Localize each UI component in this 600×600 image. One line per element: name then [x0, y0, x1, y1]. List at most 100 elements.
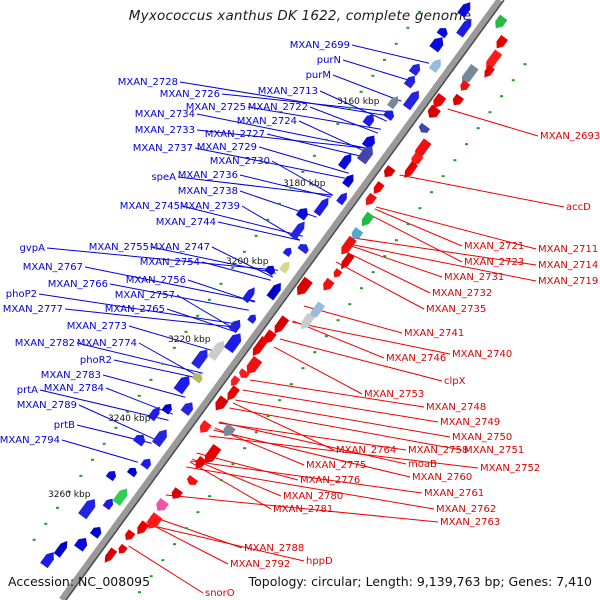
- gene-label-right[interactable]: snorO: [205, 588, 235, 599]
- gene-label-right[interactable]: MXAN_2751: [464, 445, 524, 456]
- gene-forward-shape: [436, 28, 448, 39]
- gene-label-right[interactable]: MXAN_2752: [480, 463, 540, 474]
- gene-label-left[interactable]: MXAN_2737: [133, 143, 193, 154]
- gene-label-left[interactable]: MXAN_2724: [237, 116, 297, 127]
- gene-label-left[interactable]: MXAN_2727: [205, 129, 265, 140]
- scale-tick: [266, 218, 270, 221]
- gene-label-right[interactable]: MXAN_2781: [273, 504, 333, 515]
- gene-label-left[interactable]: MXAN_2728: [118, 77, 178, 88]
- gene-reverse-shape: [460, 80, 471, 91]
- gene-label-right[interactable]: MXAN_2780: [283, 491, 343, 502]
- gene-label-right[interactable]: moaB: [408, 459, 437, 470]
- scale-tick: [324, 335, 328, 338]
- scale-tick: [219, 282, 223, 285]
- gene-label-left[interactable]: MXAN_2754: [140, 257, 200, 268]
- scale-tick: [207, 298, 211, 301]
- gene-label-left[interactable]: prtB: [54, 420, 75, 431]
- gene-label-right[interactable]: MXAN_2732: [432, 288, 492, 299]
- gene-label-left[interactable]: MXAN_2783: [41, 370, 101, 381]
- gene-label-right[interactable]: MXAN_2760: [412, 472, 472, 483]
- gene-label-left[interactable]: MXAN_2713: [258, 86, 318, 97]
- gene-label-left[interactable]: MXAN_2725: [186, 102, 246, 113]
- gene-label-left[interactable]: MXAN_2722: [248, 102, 308, 113]
- gene-label-right[interactable]: MXAN_2750: [452, 432, 512, 443]
- gene-label-right[interactable]: MXAN_2763: [440, 517, 500, 528]
- leader-line-right: [242, 389, 439, 423]
- gene-label-right[interactable]: MXAN_2723: [464, 257, 524, 268]
- gene-label-left[interactable]: MXAN_2794: [0, 435, 60, 446]
- gene-label-right[interactable]: MXAN_2719: [538, 276, 598, 287]
- scale-tick: [114, 426, 118, 429]
- gene-label-right[interactable]: MXAN_2761: [424, 488, 484, 499]
- gene-label-right[interactable]: MXAN_2711: [538, 244, 598, 255]
- gene-label-left[interactable]: MXAN_2773: [67, 321, 127, 332]
- gene-label-left[interactable]: MXAN_2730: [210, 156, 270, 167]
- gene-label-right[interactable]: MXAN_2776: [300, 475, 360, 486]
- gene-label-right[interactable]: MXAN_2764: [336, 445, 396, 456]
- gene-label-left[interactable]: phoP2: [6, 289, 37, 300]
- gene-label-right[interactable]: MXAN_2748: [426, 402, 486, 413]
- leader-line-right: [219, 421, 407, 465]
- gene-label-left[interactable]: MXAN_2782: [15, 338, 75, 349]
- gene-label-right[interactable]: MXAN_2741: [404, 328, 464, 339]
- gene-label-left[interactable]: prtA: [17, 385, 38, 396]
- gene-label-left[interactable]: MXAN_2736: [178, 170, 238, 181]
- gene-label-right[interactable]: clpX: [444, 376, 466, 387]
- gene-reverse-shape: [333, 268, 343, 278]
- gene-label-left[interactable]: MXAN_2747: [150, 242, 210, 253]
- gene-label-left[interactable]: MXAN_2733: [135, 125, 195, 136]
- gene-label-left[interactable]: MXAN_2744: [156, 217, 216, 228]
- gene-label-left[interactable]: MXAN_2738: [178, 186, 238, 197]
- gene-label-right[interactable]: MXAN_2758: [408, 445, 468, 456]
- scale-tick: [394, 239, 398, 242]
- gene-label-left[interactable]: MXAN_2755: [89, 242, 149, 253]
- leader-line-right: [144, 523, 305, 562]
- gene-label-left[interactable]: MXAN_2765: [105, 304, 165, 315]
- gene-label-right[interactable]: MXAN_2693: [540, 131, 600, 142]
- gene-label-right[interactable]: MXAN_2735: [426, 304, 486, 315]
- gene-label-right[interactable]: MXAN_2788: [244, 543, 304, 554]
- gene-label-left[interactable]: MXAN_2739: [180, 201, 240, 212]
- gene-label-right[interactable]: MXAN_2746: [386, 353, 446, 364]
- gene-label-left[interactable]: purM: [306, 70, 331, 81]
- gene-reverse: [156, 498, 169, 511]
- gene-label-left[interactable]: speA: [151, 172, 176, 183]
- gene-label-left[interactable]: phoR2: [80, 355, 112, 366]
- gene-label-left[interactable]: gvpA: [20, 243, 46, 254]
- gene-label-left[interactable]: MXAN_2726: [160, 89, 220, 100]
- gene-label-left[interactable]: MXAN_2757: [115, 290, 175, 301]
- gene-label-right[interactable]: MXAN_2792: [230, 559, 290, 570]
- gene-label-left[interactable]: MXAN_2756: [126, 275, 186, 286]
- gene-reverse: [383, 165, 396, 178]
- gene-label-left[interactable]: MXAN_2745: [120, 201, 180, 212]
- gene-label-left[interactable]: MXAN_2729: [197, 142, 257, 153]
- gene-label-right[interactable]: MXAN_2775: [306, 460, 366, 471]
- gene-reverse: [199, 420, 212, 433]
- gene-reverse-shape: [227, 385, 240, 401]
- gene-label-left[interactable]: MXAN_2767: [23, 262, 83, 273]
- gene-forward-shape: [408, 63, 421, 77]
- gene-reverse: [418, 122, 431, 133]
- leader-line-left: [64, 308, 237, 328]
- leader-line-left: [61, 439, 138, 463]
- gene-label-right[interactable]: MXAN_2762: [436, 504, 496, 515]
- gene-label-left[interactable]: MXAN_2777: [3, 304, 63, 315]
- gene-label-right[interactable]: MXAN_2740: [452, 349, 512, 360]
- gene-label-left[interactable]: MXAN_2774: [77, 338, 137, 349]
- gene-label-right[interactable]: MXAN_2749: [440, 417, 500, 428]
- gene-label-left[interactable]: MXAN_2699: [290, 40, 350, 51]
- gene-forward-shape: [295, 208, 309, 221]
- gene-label-left[interactable]: purN: [317, 55, 341, 66]
- gene-label-right[interactable]: MXAN_2753: [364, 389, 424, 400]
- gene-label-right[interactable]: MXAN_2714: [538, 260, 598, 271]
- backbone-shadow: [65, 0, 505, 600]
- gene-label-right[interactable]: MXAN_2721: [464, 241, 524, 252]
- gene-label-left[interactable]: MXAN_2784: [44, 383, 104, 394]
- gene-label-left[interactable]: MXAN_2789: [17, 400, 77, 411]
- gene-label-left[interactable]: MXAN_2766: [48, 279, 108, 290]
- gene-label-left[interactable]: MXAN_2734: [135, 109, 195, 120]
- map-title: Myxococcus xanthus DK 1622, complete gen…: [128, 8, 472, 24]
- gene-label-right[interactable]: hppD: [306, 556, 333, 567]
- gene-label-right[interactable]: accD: [566, 202, 591, 213]
- gene-label-right[interactable]: MXAN_2731: [444, 272, 504, 283]
